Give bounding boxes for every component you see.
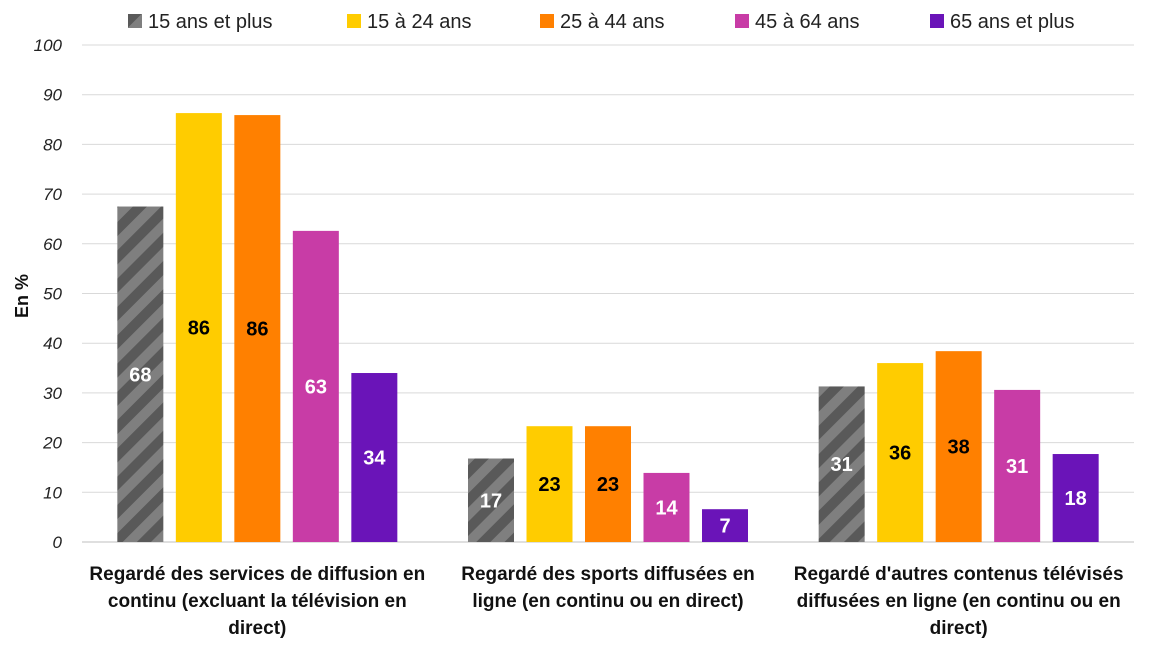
category-label: diffusées en ligne (en continu ou en	[797, 591, 1121, 612]
data-label: 68	[129, 364, 151, 386]
data-label: 31	[1006, 456, 1028, 478]
data-label: 34	[363, 448, 386, 470]
legend-swatch	[540, 14, 554, 28]
y-tick-label: 90	[43, 86, 62, 105]
bar	[818, 386, 865, 542]
data-label: 23	[597, 474, 619, 496]
legend-swatch	[128, 14, 142, 28]
y-tick-label: 70	[43, 185, 62, 204]
bar	[643, 472, 690, 542]
legend-label: 15 ans et plus	[148, 11, 273, 33]
data-label: 36	[889, 443, 911, 465]
y-tick-label: 40	[43, 334, 62, 353]
y-tick-label: 80	[43, 135, 62, 154]
bar	[468, 458, 514, 542]
category-label: Regardé des services de diffusion en	[89, 564, 425, 585]
category-label: direct)	[930, 618, 988, 639]
y-tick-label: 0	[53, 533, 63, 552]
category-label: continu (excluant la télévision en	[108, 591, 407, 612]
y-axis: 0 10 20 30 40 50 60 70 80 90 100	[34, 36, 63, 552]
category-label: direct)	[228, 618, 286, 639]
bar	[877, 363, 924, 542]
category-label: Regardé d'autres contenus télévisés	[794, 564, 1124, 585]
y-axis-title: En %	[12, 274, 32, 318]
y-tick-label: 10	[43, 483, 62, 502]
legend-swatch	[347, 14, 361, 28]
y-tick-label: 30	[43, 384, 62, 403]
bar	[234, 115, 281, 543]
data-label: 86	[246, 319, 268, 341]
y-tick-label: 60	[43, 235, 62, 254]
bars	[117, 113, 1099, 543]
bar	[935, 351, 982, 542]
category-labels: Regardé des services de diffusion en cont…	[89, 564, 1123, 639]
legend-swatch	[735, 14, 749, 28]
legend-label: 15 à 24 ans	[367, 11, 472, 33]
bar	[585, 426, 631, 542]
data-labels: 68 86 86 63 34 17 23 23 14 7 31 36 38 31 18	[129, 318, 1087, 538]
data-label: 18	[1065, 488, 1087, 510]
y-tick-label: 50	[43, 285, 62, 304]
data-label: 14	[655, 497, 678, 519]
bar	[702, 509, 748, 542]
bar	[526, 426, 573, 542]
bar	[1052, 454, 1099, 542]
legend-label: 65 ans et plus	[950, 11, 1075, 33]
bar	[175, 113, 222, 543]
bar	[117, 206, 164, 542]
legend: 15 ans et plus 15 à 24 ans 25 à 44 ans 45 à…	[128, 11, 1075, 33]
legend-label: 45 à 64 ans	[755, 11, 860, 33]
bar	[351, 373, 398, 542]
data-label: 7	[719, 516, 730, 538]
bar	[292, 230, 339, 543]
category-label: Regardé des sports diffusées en	[461, 564, 755, 585]
category-label: ligne (en continu ou en direct)	[472, 591, 743, 612]
y-tick-label: 100	[34, 36, 63, 55]
bar	[994, 389, 1041, 542]
data-label: 17	[480, 490, 502, 512]
data-label: 86	[188, 318, 210, 340]
data-label: 63	[305, 376, 327, 398]
legend-label: 25 à 44 ans	[560, 11, 665, 33]
data-label: 31	[831, 454, 853, 476]
data-label: 38	[948, 437, 970, 459]
legend-swatch	[930, 14, 944, 28]
data-label: 23	[538, 474, 560, 496]
y-tick-label: 20	[42, 434, 62, 453]
